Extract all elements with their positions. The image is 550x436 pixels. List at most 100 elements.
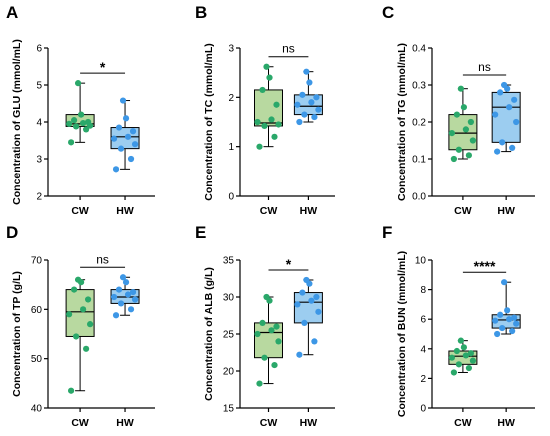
data-point (273, 101, 280, 108)
data-point (469, 137, 476, 144)
y-tick-label: 4 (36, 118, 42, 129)
data-point (306, 79, 313, 86)
data-point (294, 301, 301, 308)
data-point (501, 279, 508, 286)
y-tick-label: 2 (36, 192, 42, 203)
y-tick-label: 6 (420, 315, 426, 326)
data-point (301, 319, 308, 326)
data-point (254, 330, 261, 338)
significance-label: **** (474, 258, 496, 274)
panel-letter: B (195, 3, 207, 22)
data-point (261, 122, 268, 130)
data-point (494, 148, 501, 155)
data-point (254, 118, 261, 126)
data-point (119, 274, 127, 281)
data-point (68, 139, 75, 146)
data-point (112, 312, 120, 319)
significance-label: * (286, 256, 292, 272)
data-point (266, 74, 273, 81)
data-point (511, 96, 518, 103)
box-hw (491, 81, 521, 155)
data-point (303, 276, 310, 284)
y-tick-label: 0.0 (412, 192, 426, 203)
data-point (122, 279, 130, 286)
data-point (457, 85, 464, 92)
box-hw (293, 68, 323, 126)
data-point (509, 327, 516, 335)
data-point (122, 115, 130, 122)
y-tick-label: 0.3 (412, 81, 426, 92)
y-tick-label: 2 (420, 374, 426, 385)
x-category-label: CW (71, 417, 89, 429)
x-category-label: CW (454, 205, 472, 217)
y-tick-label: 3 (228, 44, 234, 55)
data-point (494, 330, 501, 338)
panel-b: B Concentration of TC (mmol/mL) 0 1 2 3 CW HW ns (195, 3, 335, 217)
panel-letter: C (382, 3, 394, 22)
data-point (83, 345, 90, 352)
data-point (117, 300, 125, 307)
panel-letter: F (382, 223, 392, 242)
y-tick-label: 8 (420, 285, 426, 296)
panel-d: D Concentration of TP (g/L) 40 50 60 70 CW HW ns (6, 223, 155, 429)
data-point (73, 123, 80, 130)
box-hw (293, 276, 323, 358)
panel-a: A Concentration of GLU (mmol/mL) 2 3 4 5 6 CW HW… (6, 3, 155, 217)
data-point (453, 347, 460, 355)
x-category-label: HW (300, 417, 318, 429)
panel-f: F Concentration of BUN (mmol/mL) 0 2 4 6 8 10 CW… (382, 223, 535, 429)
significance-label: ns (282, 42, 295, 56)
box-cw (65, 276, 95, 394)
box-hw (110, 274, 140, 319)
data-point (513, 118, 520, 126)
data-point (127, 155, 135, 163)
box-cw (448, 337, 478, 376)
data-point (87, 321, 94, 328)
y-tick-label: 70 (31, 256, 43, 267)
data-point (85, 118, 92, 126)
box-hw (110, 97, 140, 173)
y-tick-label: 50 (31, 354, 43, 365)
data-point (506, 104, 513, 111)
data-point (465, 152, 472, 159)
data-point (263, 293, 270, 301)
x-category-label: HW (116, 205, 134, 217)
data-point (460, 344, 467, 351)
y-tick-label: 0.1 (412, 155, 426, 166)
data-point (275, 121, 282, 128)
data-point (450, 369, 457, 376)
data-point (259, 319, 266, 326)
data-point (261, 354, 268, 361)
data-point (110, 135, 118, 142)
data-point (75, 276, 82, 283)
data-point (131, 141, 139, 148)
data-point (80, 306, 87, 313)
y-tick-label: 10 (415, 256, 427, 267)
x-category-label: CW (260, 205, 278, 217)
data-point (497, 89, 504, 96)
y-axis-label: Concentration of BUN (mmol/mL) (396, 251, 408, 417)
y-tick-label: 0.2 (412, 118, 426, 129)
y-tick-label: 1 (228, 142, 234, 153)
y-tick-label: 40 (31, 404, 43, 415)
data-point (68, 387, 75, 394)
data-point (308, 99, 315, 106)
x-category-label: CW (454, 417, 472, 429)
y-tick-label: 6 (36, 44, 42, 55)
data-point (259, 86, 266, 94)
data-point (499, 324, 506, 332)
data-point (469, 357, 476, 364)
y-tick-label: 60 (31, 305, 43, 316)
panel-e: E Concentration of ALB (g/L) 15 20 25 30 35 CW H… (195, 223, 335, 429)
panel-letter: D (6, 223, 18, 242)
y-tick-label: 20 (223, 367, 235, 378)
data-point (467, 350, 474, 357)
y-tick-label: 4 (420, 344, 426, 355)
y-axis-label: Concentration of ALB (g/L) (203, 267, 215, 401)
data-point (80, 120, 87, 127)
y-axis-label: Concentration of TP (g/L) (11, 271, 23, 397)
data-point (66, 311, 73, 318)
data-point (448, 354, 455, 361)
significance-label: ns (96, 252, 109, 266)
